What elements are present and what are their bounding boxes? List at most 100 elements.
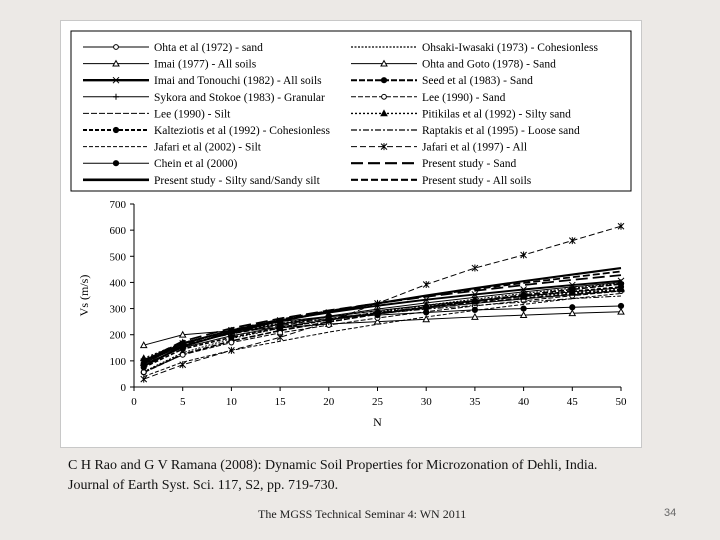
caption-line-2: Journal of Earth Syst. Sci. 117, S2, pp.… — [68, 478, 339, 493]
data-point — [569, 304, 576, 311]
legend-item-10: Pitikilas et al (1992) - Silty sand — [351, 108, 571, 120]
data-point — [422, 281, 430, 289]
data-point — [617, 302, 625, 310]
series-line — [143, 287, 622, 364]
legend-marker — [113, 93, 119, 100]
legend-marker — [381, 93, 387, 100]
legend-label: Ohsaki-Iwasaki (1973) - Cohesionless — [422, 42, 599, 54]
series-13 — [143, 292, 622, 378]
legend-label: Sykora and Stokoe (1983) - Granular — [154, 92, 325, 104]
y-tick-label: 700 — [110, 199, 127, 211]
data-point — [277, 324, 284, 332]
page-number: 34 — [664, 507, 677, 519]
legend-item-18: Present study - All soils — [351, 175, 532, 187]
x-tick-label: 20 — [323, 396, 335, 408]
chart-svg: Ohta et al (1972) - sand Ohsaki-Iwasaki (… — [70, 30, 632, 429]
y-tick-label: 0 — [121, 382, 127, 394]
series-line — [143, 270, 622, 365]
legend-item-6: Seed et al (1983) - Sand — [351, 75, 533, 87]
data-point — [568, 309, 577, 317]
legend-marker — [113, 44, 119, 50]
legend-label: Imai and Tonouchi (1982) - All soils — [154, 75, 322, 87]
data-point — [471, 298, 478, 305]
data-point — [520, 293, 527, 300]
legend-item-7: Sykora and Stokoe (1983) - Granular — [83, 92, 325, 104]
data-point — [471, 264, 479, 272]
y-tick-label: 600 — [110, 225, 127, 237]
legend-label: Jafari et al (1997) - All — [422, 142, 527, 154]
data-point — [422, 315, 431, 323]
data-point — [325, 313, 332, 320]
data-point — [139, 341, 148, 349]
data-point — [617, 222, 625, 230]
legend-box — [70, 30, 632, 192]
x-tick-label: 0 — [131, 396, 137, 408]
data-point — [520, 305, 527, 312]
data-point — [179, 361, 187, 369]
legend-marker — [380, 59, 388, 67]
x-tick-label: 30 — [421, 396, 433, 408]
y-tick-label: 200 — [110, 330, 127, 342]
y-tick-label: 100 — [110, 356, 127, 368]
series-line — [143, 283, 622, 374]
legend-label: Lee (1990) - Silt — [154, 108, 231, 120]
legend-item-13: Jafari et al (2002) - Silt — [83, 142, 262, 154]
x-tick-label: 50 — [616, 396, 628, 408]
legend-item-17: Present study - Silty sand/Sandy silt — [83, 175, 321, 187]
legend-label: Present study - Sand — [422, 158, 516, 170]
slide-footer: The MGSS Technical Seminar 4: WN 2011 — [258, 507, 467, 521]
x-tick-label: 40 — [518, 396, 530, 408]
data-point — [423, 309, 430, 316]
data-point — [276, 333, 284, 341]
legend-marker — [112, 76, 120, 84]
caption-line-1: C H Rao and G V Ramana (2008): Dynamic S… — [68, 458, 598, 473]
citation-caption: C H Rao and G V Ramana (2008): Dynamic S… — [68, 456, 708, 496]
x-tick-label: 15 — [275, 396, 287, 408]
data-point — [617, 307, 625, 315]
legend-item-11: Kalteziotis et al (1992) - Cohesionless — [83, 125, 331, 137]
legend-label: Pitikilas et al (1992) - Silty sand — [422, 108, 571, 120]
data-point — [519, 311, 528, 319]
y-tick-label: 500 — [110, 251, 127, 263]
legend-item-12: Raptakis et al (1995) - Loose sand — [351, 125, 580, 137]
x-tick-label: 35 — [469, 396, 481, 408]
legend-marker — [380, 143, 388, 151]
data-point — [228, 334, 235, 341]
data-point — [374, 312, 381, 319]
legend-label: Jafari et al (2002) - Silt — [154, 142, 262, 154]
legend-label: Imai (1977) - All soils — [154, 59, 257, 71]
y-axis-label: Vs (m/s) — [77, 275, 91, 317]
legend-marker — [112, 59, 120, 67]
legend-item-14: Jafari et al (1997) - All — [351, 142, 527, 154]
data-point — [228, 346, 235, 354]
chart-figure: Ohta et al (1972) - sand Ohsaki-Iwasaki (… — [60, 20, 642, 448]
series-11 — [140, 283, 625, 371]
legend-label: Present study - All soils — [422, 175, 532, 187]
legend-item-8: Lee (1990) - Sand — [351, 92, 506, 104]
legend-label: Kalteziotis et al (1992) - Cohesionless — [154, 125, 331, 137]
legend-item-15: Chein et al (2000) — [83, 158, 238, 170]
data-point — [228, 339, 235, 346]
legend-label: Present study - Silty sand/Sandy silt — [154, 175, 321, 187]
legend-item-1: Ohta et al (1972) - sand — [83, 42, 263, 54]
legend-item-3: Imai (1977) - All soils — [83, 59, 257, 71]
legend-label: Seed et al (1983) - Sand — [422, 75, 533, 87]
series-line — [143, 288, 622, 359]
series-line — [143, 292, 622, 378]
data-point — [520, 251, 527, 259]
legend-label: Ohta et al (1972) - sand — [154, 42, 263, 54]
y-tick-label: 400 — [110, 277, 127, 289]
legend-item-9: Lee (1990) - Silt — [83, 108, 231, 120]
legend-label: Chein et al (2000) — [154, 158, 238, 170]
data-point — [471, 306, 478, 313]
legend-marker — [380, 109, 388, 117]
data-point — [617, 283, 625, 290]
x-tick-label: 10 — [226, 396, 238, 408]
legend-label: Ohta and Goto (1978) - Sand — [422, 59, 556, 71]
legend-label: Lee (1990) - Sand — [422, 92, 506, 104]
data-point — [568, 237, 576, 245]
x-tick-label: 25 — [372, 396, 384, 408]
legend-marker — [112, 126, 120, 134]
legend-marker — [112, 160, 120, 167]
y-tick-label: 300 — [110, 304, 127, 316]
